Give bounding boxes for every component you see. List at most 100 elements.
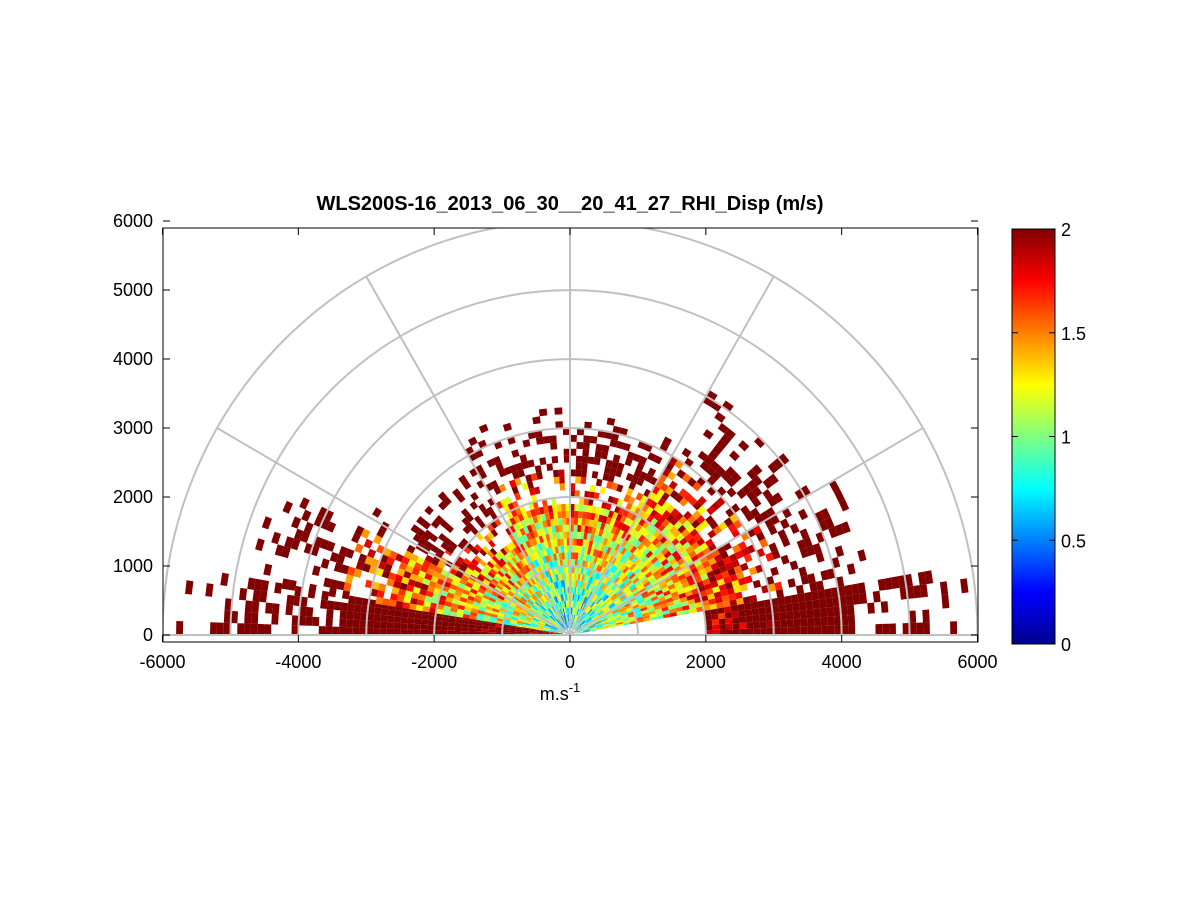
radar-cell bbox=[488, 629, 496, 633]
radar-cell bbox=[737, 577, 747, 586]
radar-cell bbox=[555, 603, 559, 611]
radar-cell bbox=[807, 626, 815, 635]
radar-cell bbox=[538, 607, 545, 613]
radar-cell bbox=[708, 575, 717, 584]
radar-cell bbox=[705, 538, 714, 548]
radar-cell bbox=[589, 600, 594, 608]
radar-cell bbox=[566, 579, 569, 587]
radar-cell bbox=[676, 610, 684, 616]
radar-cell bbox=[582, 567, 587, 575]
radar-cell bbox=[495, 629, 503, 633]
radar-cell bbox=[550, 629, 557, 632]
radar-cell bbox=[176, 621, 184, 635]
radar-cell bbox=[580, 621, 587, 627]
radar-cell bbox=[580, 622, 587, 627]
radar-cell bbox=[580, 567, 585, 575]
radar-cell bbox=[812, 543, 822, 554]
radar-cell bbox=[539, 557, 545, 565]
radar-cell bbox=[774, 581, 783, 591]
radar-cell bbox=[595, 564, 601, 572]
radar-cell bbox=[501, 555, 509, 564]
radar-cell bbox=[348, 595, 356, 605]
radar-cell bbox=[612, 585, 619, 592]
radar-cell bbox=[544, 555, 550, 563]
radar-cell bbox=[785, 603, 793, 612]
radar-cell bbox=[352, 627, 360, 635]
radar-cell bbox=[528, 539, 535, 547]
radar-cell bbox=[586, 590, 591, 598]
radar-cell bbox=[614, 551, 621, 559]
radar-cell bbox=[601, 594, 608, 601]
radar-cell bbox=[669, 612, 677, 617]
radar-cell bbox=[615, 619, 623, 624]
radar-cell bbox=[639, 545, 648, 553]
radar-cell bbox=[543, 602, 550, 609]
radar-cell bbox=[559, 626, 565, 631]
radar-cell bbox=[639, 587, 647, 594]
radar-cell bbox=[463, 610, 471, 616]
radar-cell bbox=[556, 504, 562, 512]
radar-cell bbox=[523, 557, 530, 565]
radar-cell bbox=[438, 594, 447, 602]
radar-cell bbox=[767, 462, 779, 474]
radar-cell bbox=[528, 570, 534, 578]
radar-cell bbox=[530, 595, 537, 602]
radar-cell bbox=[421, 613, 429, 620]
radar-cell bbox=[807, 573, 816, 584]
radar-cell bbox=[609, 621, 617, 625]
radar-cell bbox=[667, 604, 676, 610]
radar-cell bbox=[609, 518, 616, 527]
radar-cell bbox=[582, 596, 587, 604]
radar-cell bbox=[535, 436, 544, 445]
radar-cell bbox=[491, 610, 499, 616]
radar-cell bbox=[544, 570, 550, 578]
radar-cell bbox=[441, 625, 448, 631]
y-tick-label: 0 bbox=[143, 625, 153, 645]
radar-cell bbox=[260, 579, 269, 592]
radar-cell bbox=[662, 436, 672, 447]
radar-cell bbox=[620, 539, 628, 548]
radar-cell bbox=[326, 521, 337, 533]
radar-cell bbox=[713, 554, 723, 563]
radar-cell bbox=[558, 617, 563, 624]
radar-cell bbox=[434, 566, 443, 574]
radar-cell bbox=[450, 607, 458, 613]
radar-cell bbox=[579, 559, 583, 567]
radar-cell bbox=[772, 612, 780, 621]
radar-cell bbox=[673, 565, 682, 573]
radar-cell bbox=[678, 488, 688, 498]
radar-cell bbox=[624, 541, 631, 550]
radar-cell bbox=[777, 596, 786, 606]
radar-cell bbox=[643, 617, 651, 622]
radar-cell bbox=[519, 568, 527, 576]
radar-cell bbox=[575, 469, 582, 477]
radar-cell bbox=[541, 534, 547, 543]
radar-cell bbox=[465, 567, 474, 575]
radar-cell bbox=[522, 534, 529, 542]
radar-cell bbox=[553, 622, 560, 627]
radar-cell bbox=[574, 559, 578, 567]
radar-cell bbox=[637, 598, 645, 605]
radar-cell bbox=[559, 625, 565, 631]
radar-cell bbox=[653, 455, 663, 465]
radar-cell bbox=[648, 589, 656, 596]
radar-cell bbox=[570, 614, 573, 622]
radar-cell bbox=[550, 518, 555, 527]
radar-cell bbox=[362, 563, 371, 573]
radar-cell bbox=[617, 580, 624, 588]
radar-cell bbox=[600, 592, 607, 600]
radar-cell bbox=[422, 578, 431, 586]
radar-cell bbox=[565, 607, 568, 615]
radar-cell bbox=[518, 588, 525, 596]
radar-cell bbox=[599, 601, 606, 608]
radar-cell bbox=[445, 524, 454, 533]
radar-cell bbox=[654, 605, 662, 611]
radar-cell bbox=[528, 598, 535, 604]
radar-cell bbox=[462, 525, 471, 535]
radar-cell bbox=[593, 492, 600, 500]
radar-cell bbox=[578, 566, 582, 574]
radar-cell bbox=[320, 599, 328, 609]
radar-cell bbox=[584, 615, 590, 621]
radar-cell bbox=[597, 514, 604, 523]
radar-cell bbox=[491, 555, 500, 564]
